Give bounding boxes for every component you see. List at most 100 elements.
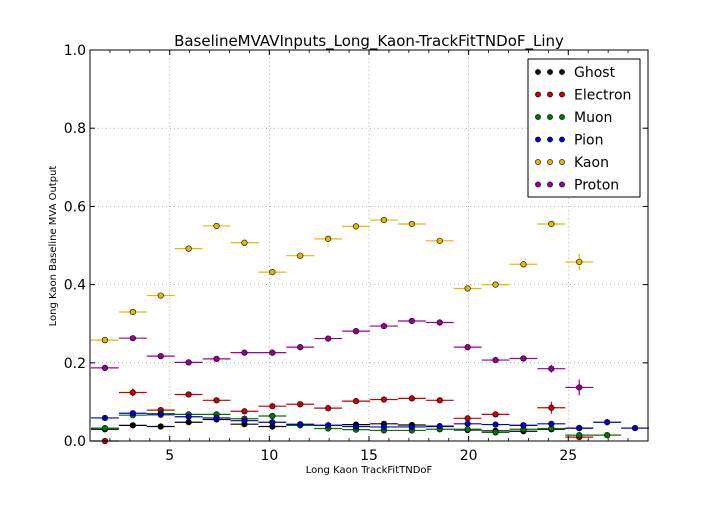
data-point [436,423,443,430]
legend-marker [535,159,541,165]
data-point [297,252,304,259]
data-point [269,268,276,276]
data-point [185,391,192,398]
data-point [604,419,611,426]
legend-marker [559,136,565,143]
legend-marker [535,69,541,75]
legend-marker [547,69,553,75]
y-tick-label: 0.0 [64,434,86,450]
data-point [352,223,360,230]
y-tick-label: 1.0 [64,43,86,59]
data-point [213,414,220,422]
data-point [213,222,220,230]
series-pion [90,410,649,432]
data-point [408,317,415,325]
data-point [548,220,555,228]
legend-marker [547,114,553,120]
data-point [548,365,555,372]
data-point [325,405,332,412]
data-point [213,397,220,404]
legend-label: Electron [574,88,631,104]
data-point [269,412,276,420]
legend-box [527,58,641,198]
data-point [352,328,360,335]
data-point [604,432,611,439]
data-point [520,355,527,362]
legend-label: Kaon [574,155,609,171]
data-point [408,395,415,402]
data-point [241,239,248,246]
x-tick-label: 15 [360,448,378,464]
data-point [576,432,583,439]
data-point [269,349,276,356]
legend-item-muon: Muon [535,110,612,126]
data-point [436,237,443,244]
data-point [436,319,443,326]
legend-marker [559,91,565,98]
data-point [576,258,583,266]
data-point [380,216,388,224]
chart-title: BaselineMVAVInputs_Long_Kaon-TrackFitTND… [174,32,564,51]
data-point [548,404,555,411]
data-point [464,344,471,351]
data-point [520,261,527,268]
y-axis-label: Long Kaon Baseline MVA Output [48,166,59,327]
legend-marker [535,181,541,188]
data-point [241,349,248,356]
data-point [436,397,443,404]
data-point [325,235,332,242]
data-point [185,359,192,366]
data-point [380,423,388,431]
data-point [492,281,499,288]
data-point [464,426,471,433]
legend-marker [559,69,565,75]
data-point [101,364,109,371]
data-point [297,344,304,351]
data-point [185,419,192,426]
data-point [492,411,499,418]
legend-marker [559,181,565,188]
legend-marker [535,136,541,143]
data-point [297,421,304,428]
legend-label: Pion [574,133,603,149]
data-point [464,415,471,422]
data-point [325,335,332,342]
legend-marker [547,181,553,188]
data-point [380,396,388,403]
legend-item-ghost: Ghost [535,65,616,81]
data-point [157,411,164,418]
data-point [129,335,136,342]
legend: Ghost Electron Muon Pion Kaon Proton [527,58,641,198]
data-point [325,422,332,429]
data-point [213,355,220,362]
data-point [576,384,583,391]
data-point [408,423,415,431]
data-point [129,308,136,316]
series-kaon [90,216,594,344]
data-point [185,245,192,252]
legend-label: Ghost [574,65,616,81]
data-point [101,414,109,422]
legend-item-pion: Pion [535,133,603,149]
y-tick-label: 0.6 [64,199,86,215]
data-point [520,422,527,429]
legend-marker [547,159,553,165]
data-point [352,398,360,405]
x-axis-label: Long Kaon TrackFitTNDoF [306,465,433,476]
data-point [408,220,415,228]
x-tick-label: 20 [460,448,478,464]
series-proton [90,317,594,396]
x-tick-label: 10 [260,448,278,464]
data-point [464,420,471,427]
y-tick-label: 0.8 [64,121,86,137]
data-point [576,424,583,432]
data-point [157,423,164,430]
data-point [492,356,499,364]
data-point [492,429,499,436]
data-point [548,420,555,427]
legend-label: Proton [574,178,619,194]
x-tick-label: 5 [165,448,174,464]
x-tick-label: 25 [559,448,577,464]
data-point [129,389,136,396]
